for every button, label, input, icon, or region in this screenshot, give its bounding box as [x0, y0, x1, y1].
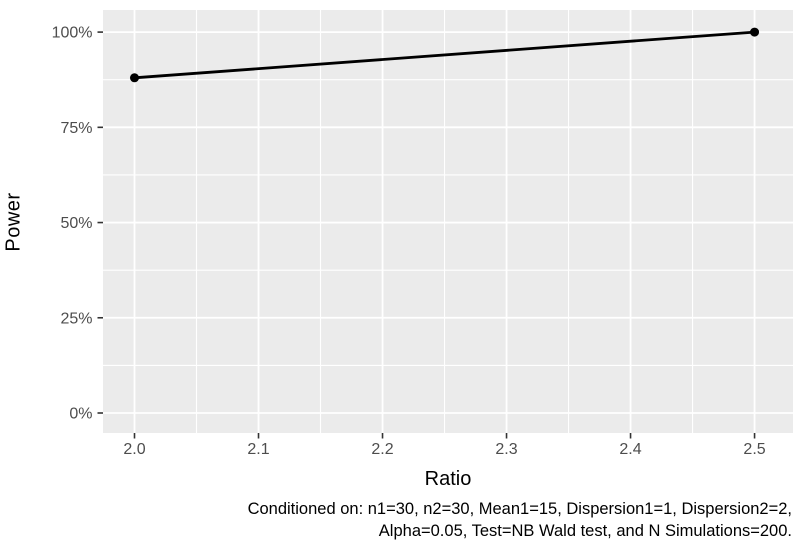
caption-line-1: Conditioned on: n1=30, n2=30, Mean1=15, … [247, 500, 792, 518]
x-axis-title: Ratio [424, 468, 472, 490]
x-tick-label: 2.5 [743, 441, 765, 458]
plot-caption: Conditioned on: n1=30, n2=30, Mean1=15, … [248, 498, 792, 542]
x-tick-label: 2.1 [247, 441, 269, 458]
x-tick-label: 2.3 [495, 441, 517, 458]
x-tick-label: 2.4 [619, 441, 641, 458]
data-point [129, 73, 139, 83]
y-tick-label: 25% [60, 310, 92, 327]
y-tick-label: 0% [69, 406, 92, 423]
caption-line-2: Alpha=0.05, Test=NB Wald test, and N Sim… [378, 522, 792, 540]
data-point [750, 27, 760, 37]
power-line [134, 30, 755, 80]
x-tick-label: 2.2 [371, 441, 393, 458]
y-axis-title: Power [2, 192, 25, 252]
y-tick-label: 100% [52, 25, 93, 42]
x-tick-label: 2.0 [123, 441, 145, 458]
y-tick-label: 50% [60, 215, 92, 232]
y-tick-label: 75% [60, 120, 92, 137]
panel-background [103, 10, 793, 433]
